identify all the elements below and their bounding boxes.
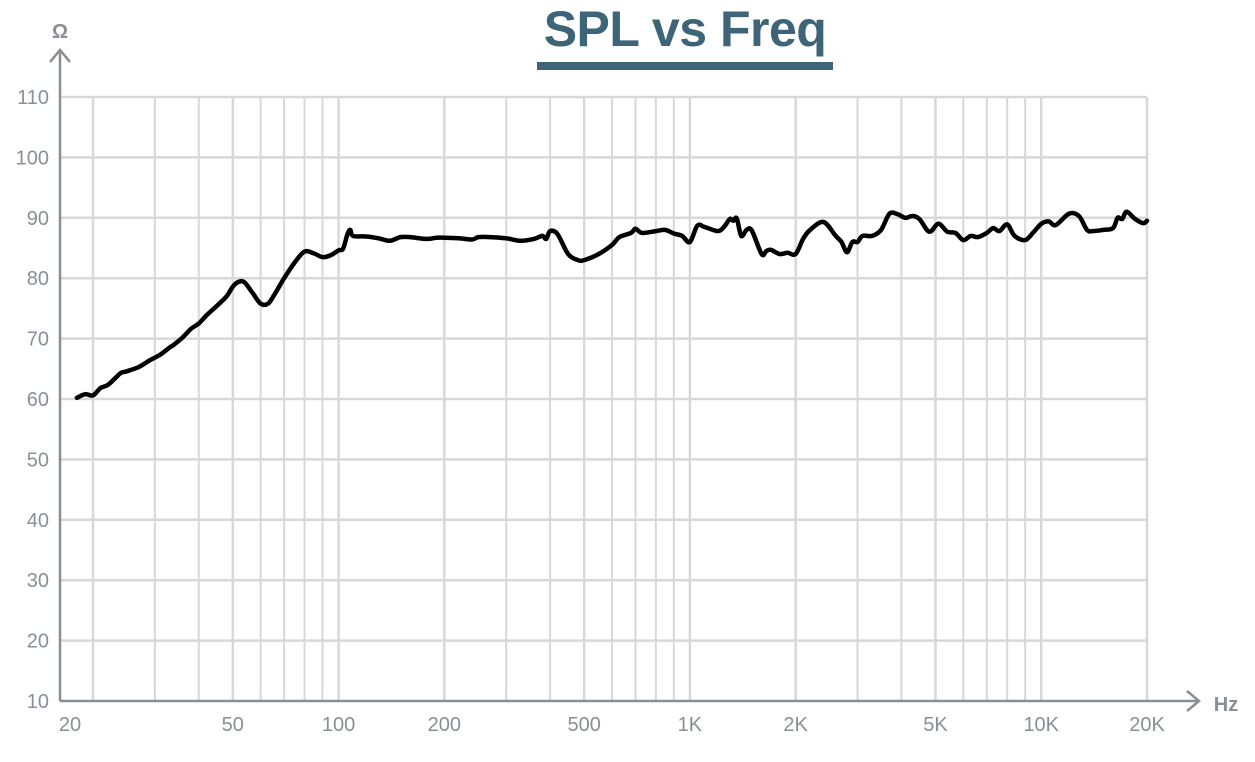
x-tick-label: 100: [322, 714, 355, 736]
y-tick-label: 10: [27, 691, 49, 713]
y-tick-label: 20: [27, 631, 49, 653]
x-tick-label: 200: [428, 714, 461, 736]
axes: [49, 48, 1201, 712]
y-axis-arrow: [49, 48, 71, 63]
chart-title: SPL vs Freq: [537, 0, 833, 70]
x-tick-label: 5K: [923, 714, 948, 736]
data-series: [74, 209, 1150, 401]
x-axis-arrow: [1186, 690, 1201, 712]
x-tick-label: 2K: [783, 714, 808, 736]
y-tick-label: 90: [27, 208, 49, 230]
x-tick-label: 1K: [678, 714, 703, 736]
x-tick-label: 20: [59, 714, 81, 736]
y-tick-label: 60: [27, 389, 49, 411]
y-tick-label: 100: [16, 147, 49, 169]
y-axis-unit: Ω: [52, 21, 68, 43]
y-tick-label: 30: [27, 570, 49, 592]
x-tick-label: 10K: [1023, 714, 1059, 736]
x-axis-unit: Hz: [1214, 694, 1238, 716]
x-tick-labels: 20 50 100 200 500 1K 2K 5K 10K 20K: [59, 714, 1166, 736]
axis-units: Ω Hz: [52, 21, 1238, 716]
x-tick-label: 50: [222, 714, 244, 736]
y-tick-labels: 10 20 30 40 50 60 70 80 90 100 110: [16, 87, 49, 713]
spl-curve: [74, 209, 1150, 401]
y-tick-label: 80: [27, 268, 49, 290]
x-tick-label: 20K: [1129, 714, 1165, 736]
major-gridlines: [60, 95, 1149, 701]
y-tick-label: 110: [17, 87, 49, 109]
y-tick-label: 70: [27, 329, 49, 351]
y-tick-label: 50: [27, 449, 49, 471]
y-tick-label: 40: [27, 510, 49, 532]
x-tick-label: 500: [567, 714, 600, 736]
